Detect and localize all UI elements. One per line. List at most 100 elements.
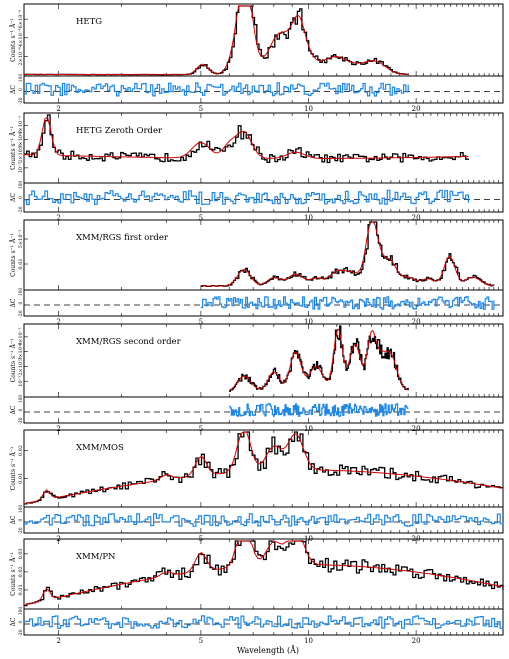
residual-tick-label: 100 bbox=[18, 181, 24, 190]
x-tick-label: 5 bbox=[199, 637, 203, 645]
y-tick-label: 10⁻³ bbox=[18, 376, 24, 387]
data-spectrum-line bbox=[229, 325, 409, 392]
spectrum-frame bbox=[23, 3, 504, 77]
residual-frame bbox=[23, 289, 504, 317]
y-tick-label: 2×10⁻³ bbox=[18, 145, 24, 163]
residual-tick-label: -20 bbox=[18, 310, 24, 317]
panel-title: XMM/RGS second order bbox=[76, 337, 182, 347]
residual-tick-label: 0 bbox=[18, 301, 24, 304]
data-spectrum-line bbox=[24, 431, 504, 505]
x-tick-label: 20 bbox=[412, 105, 421, 113]
x-tick-label: 10 bbox=[304, 637, 313, 645]
y-tick-label: 6×10⁻⁴ bbox=[18, 10, 24, 28]
residual-tick-label: 100 bbox=[18, 288, 24, 297]
residual-tick-label: -20 bbox=[18, 527, 24, 534]
residual-tick-label: -20 bbox=[18, 629, 24, 636]
residual-line bbox=[200, 296, 495, 310]
residual-tick-label: 100 bbox=[18, 607, 24, 616]
x-tick-label: 2 bbox=[56, 425, 60, 433]
y-tick-label: 0.01 bbox=[18, 258, 24, 269]
y-tick-label: 0.01 bbox=[18, 584, 24, 595]
x-tick-label: 2 bbox=[56, 637, 60, 645]
residual-label: ΔC bbox=[10, 617, 17, 626]
x-tick-label: 5 bbox=[199, 425, 203, 433]
y-tick-label: 4×10⁻³ bbox=[18, 116, 24, 134]
x-tick-label: 20 bbox=[412, 214, 421, 222]
residual-tick-label: 100 bbox=[18, 74, 24, 83]
y-axis-label: Counts s⁻¹ Å⁻¹ bbox=[9, 552, 17, 596]
x-tick-label: 20 bbox=[412, 318, 421, 326]
y-tick-label: 4×10⁻⁴ bbox=[18, 29, 24, 47]
panel-title: XMM/MOS bbox=[76, 443, 124, 453]
y-tick-label: 0.01 bbox=[18, 473, 24, 484]
residual-label: ΔC bbox=[10, 405, 17, 414]
residual-frame bbox=[23, 75, 504, 104]
residual-label: ΔC bbox=[10, 515, 17, 524]
residual-tick-label: -20 bbox=[18, 206, 24, 213]
x-axis-label: Wavelength (Å) bbox=[237, 646, 299, 655]
y-axis-label: Counts s⁻¹ Å⁻¹ bbox=[9, 126, 17, 170]
x-tick-label: 10 bbox=[304, 318, 313, 326]
x-tick-label: 10 bbox=[304, 425, 313, 433]
residual-frame bbox=[23, 608, 504, 636]
spectrum-frame bbox=[23, 112, 504, 184]
model-line bbox=[200, 221, 494, 287]
residual-frame bbox=[23, 506, 504, 534]
residual-tick-label: -20 bbox=[18, 417, 24, 424]
model-line bbox=[228, 328, 409, 391]
y-tick-label: 3×10⁻³ bbox=[18, 130, 24, 148]
x-tick-label: 10 bbox=[304, 105, 313, 113]
y-tick-label: 5×10⁻³ bbox=[18, 230, 24, 248]
residual-line bbox=[24, 513, 504, 527]
model-line bbox=[24, 5, 409, 76]
y-tick-label: 2×10⁻⁴ bbox=[18, 47, 24, 65]
residual-label: ΔC bbox=[10, 298, 17, 307]
model-line bbox=[23, 540, 504, 606]
y-axis-label: Counts s⁻¹ Å⁻¹ bbox=[9, 339, 17, 383]
residual-frame bbox=[23, 182, 504, 213]
panel-title: HETG Zeroth Order bbox=[76, 126, 163, 136]
y-tick-label: 2×10⁻³ bbox=[18, 357, 24, 375]
data-spectrum-line bbox=[200, 221, 495, 288]
residual-tick-label: -20 bbox=[18, 97, 24, 104]
y-tick-label: 10⁻³ bbox=[18, 162, 24, 173]
residual-tick-label: 100 bbox=[18, 395, 24, 404]
panel-title: XMM/RGS first order bbox=[76, 233, 169, 243]
x-tick-label: 5 bbox=[199, 318, 203, 326]
y-tick-label: 0.03 bbox=[18, 548, 24, 559]
x-tick-label: 2 bbox=[56, 214, 60, 222]
y-axis-label: Counts s⁻¹ Å⁻¹ bbox=[9, 18, 17, 62]
residual-line bbox=[229, 403, 409, 417]
y-axis-label: Counts s⁻¹ Å⁻¹ bbox=[9, 447, 17, 491]
residual-tick-label: 0 bbox=[18, 620, 24, 623]
y-tick-label: 3×10⁻³ bbox=[18, 342, 24, 360]
residual-label: ΔC bbox=[10, 85, 17, 94]
model-line bbox=[23, 431, 504, 505]
x-tick-label: 2 bbox=[56, 318, 60, 326]
residual-line bbox=[24, 615, 504, 629]
x-tick-label: 20 bbox=[412, 425, 421, 433]
data-spectrum-line bbox=[24, 114, 470, 164]
residual-tick-label: 0 bbox=[18, 408, 24, 411]
residual-line bbox=[24, 82, 409, 97]
model-line bbox=[23, 116, 469, 159]
y-tick-label: 0.02 bbox=[18, 566, 24, 577]
panel-title: XMM/PN bbox=[76, 552, 116, 562]
residual-frame bbox=[23, 396, 504, 424]
x-tick-label: 10 bbox=[304, 214, 313, 222]
y-axis-label: Counts s⁻¹ Å⁻¹ bbox=[9, 233, 17, 277]
x-tick-label: 20 bbox=[412, 637, 421, 645]
residual-tick-label: 0 bbox=[18, 518, 24, 521]
residual-tick-label: 0 bbox=[18, 196, 24, 199]
data-spectrum-line bbox=[24, 540, 504, 607]
panel-title: HETG bbox=[76, 17, 102, 27]
residual-tick-label: 0 bbox=[18, 88, 24, 91]
x-tick-label: 5 bbox=[199, 105, 203, 113]
